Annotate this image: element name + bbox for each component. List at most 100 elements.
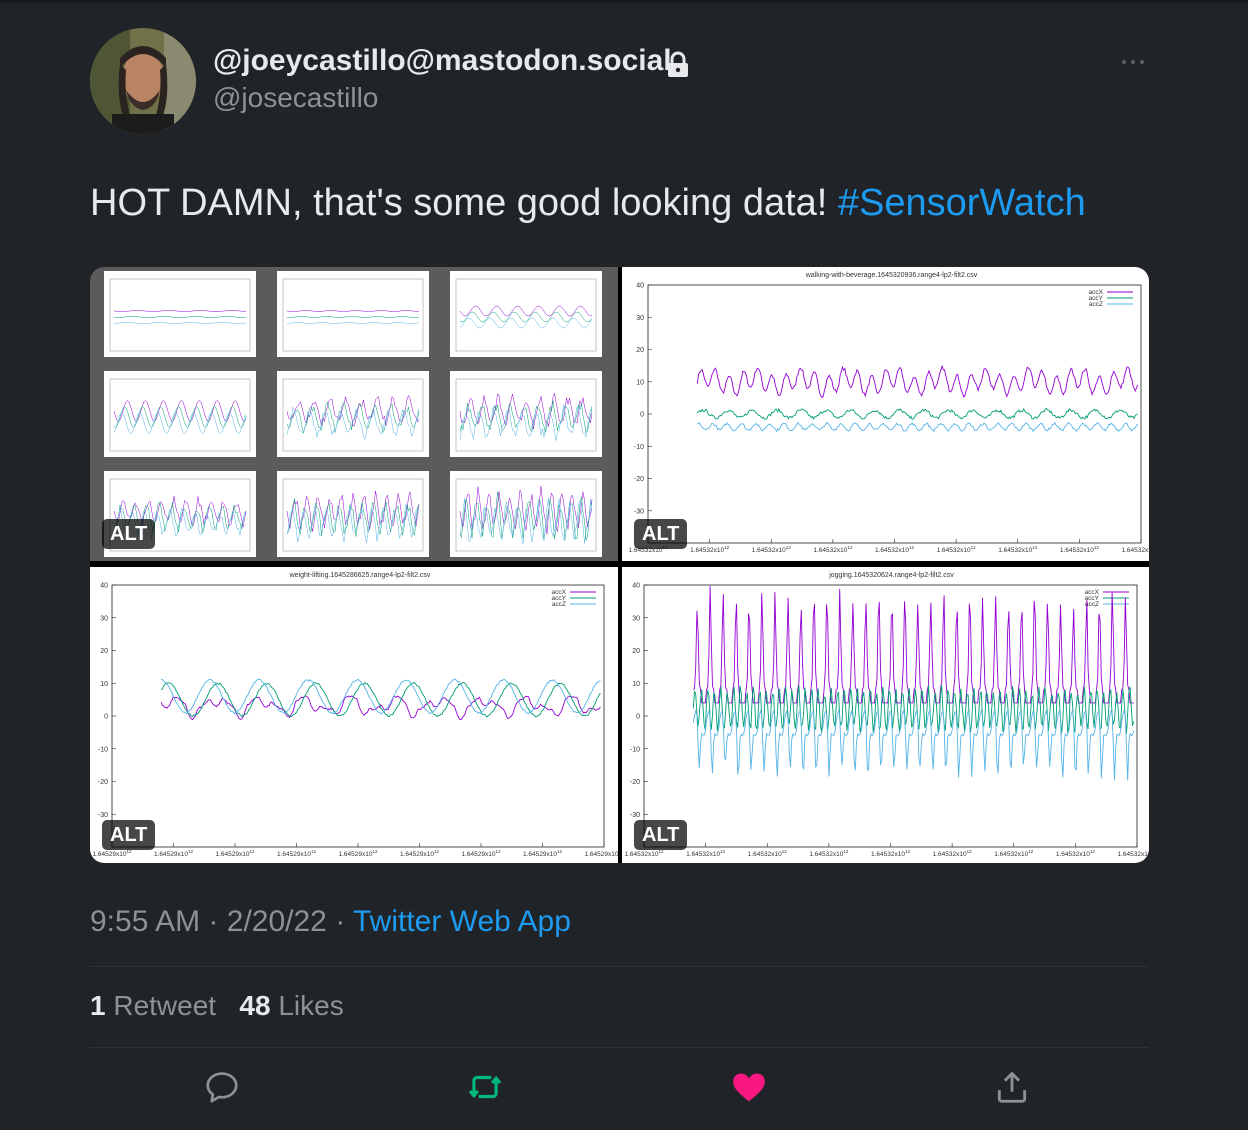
avatar[interactable] — [90, 28, 196, 134]
media-jogging-chart[interactable]: jogging.1645320624.range4-lp2-filt2.csv 4… — [622, 567, 1149, 863]
thumbnail-collage — [104, 271, 602, 557]
x-tick-label: 1.64529x1012 — [154, 849, 193, 858]
x-tick-exponent: 12 — [434, 849, 440, 854]
y-tick-label: 20 — [100, 648, 108, 655]
retweets-count: 1 — [90, 990, 106, 1021]
thumbnail-series — [113, 412, 247, 434]
thumbnail — [450, 471, 602, 557]
y-tick-label: -10 — [634, 444, 644, 451]
thumbnail-frame — [109, 278, 251, 352]
thumbnail-frame — [455, 278, 597, 352]
series-accX — [696, 364, 1139, 399]
legend-label: accX — [1085, 589, 1100, 596]
thumbnail — [277, 271, 429, 357]
alt-badge-4[interactable]: ALT — [634, 820, 688, 850]
x-tick-label: 1.64529x1012 — [216, 849, 255, 858]
alt-badge-1[interactable]: ALT — [102, 519, 156, 549]
user-handle[interactable]: @josecastillo — [213, 82, 379, 113]
x-tick-label: 1.64532x1012 — [752, 545, 791, 554]
thumbnail-frame — [455, 478, 597, 552]
meta-separator: · — [335, 905, 346, 938]
alt-badge-3[interactable]: ALT — [102, 820, 156, 850]
x-tick-label: 1.64532x1012 — [933, 849, 972, 858]
y-tick-label: 30 — [100, 615, 108, 622]
legend-label: accY — [1085, 595, 1100, 602]
thumbnail-series — [113, 501, 247, 533]
x-tick-label: 1.64529x1012 — [462, 849, 501, 858]
x-tick-label: 1.64529x1012 — [523, 849, 562, 858]
tweet-time[interactable]: 9:55 AM — [90, 905, 201, 938]
series-accY — [160, 681, 601, 718]
x-tick-label: 1.64532x1012 — [748, 849, 787, 858]
chart-title: weight-lifting.1645286625.range4-lp2-fil… — [289, 572, 431, 579]
weight-lifting-chart: weight-lifting.1645286625.range4-lp2-fil… — [93, 572, 619, 858]
x-tick-exponent: 12 — [249, 849, 255, 854]
x-tick-exponent: 12 — [971, 545, 977, 550]
series-accZ — [697, 421, 1139, 433]
legend-label: accZ — [1085, 601, 1099, 608]
media-thumbnail-grid[interactable]: ALT — [90, 267, 618, 561]
thumbnail — [277, 371, 429, 457]
x-tick-exponent: 12 — [1094, 545, 1100, 550]
source-app-link[interactable]: Twitter Web App — [353, 905, 571, 938]
x-tick-exponent: 12 — [372, 849, 378, 854]
thumbnail-series — [113, 316, 247, 318]
y-tick-label: -10 — [630, 746, 640, 753]
y-tick-label: 10 — [100, 681, 108, 688]
tweet-text-body: HOT DAMN, that's some good looking data! — [90, 182, 838, 224]
y-tick-label: 0 — [104, 714, 108, 721]
like-icon[interactable] — [730, 1068, 768, 1106]
tweet-meta: 9:55 AM · 2/20/22 · Twitter Web App — [90, 905, 571, 939]
thumbnail-series — [113, 310, 247, 312]
thumbnail-series — [286, 310, 419, 312]
likes-count: 48 — [239, 990, 271, 1021]
thumbnail-paper — [277, 271, 429, 357]
retweets-stat[interactable]: 1 Retweet — [90, 990, 216, 1021]
x-tick-label: 1.64529x1012 — [93, 849, 132, 858]
thumbnail-series — [459, 400, 593, 434]
thumbnail-series — [286, 394, 420, 427]
thumbnail — [277, 471, 429, 557]
media-weight-chart[interactable]: weight-lifting.1645286625.range4-lp2-fil… — [90, 567, 618, 863]
x-tick-exponent: 12 — [1032, 545, 1038, 550]
x-tick-label: 1.64532x1012 — [1118, 849, 1150, 858]
thumbnail-series — [286, 490, 420, 532]
x-tick-exponent: 12 — [905, 849, 911, 854]
media-walking-chart[interactable]: walking-with-beverage.1645320936.range4-… — [622, 267, 1149, 561]
thumbnail-series — [286, 504, 420, 543]
display-name[interactable]: @joeycastillo@mastodon.social — [213, 44, 672, 77]
x-tick-exponent: 12 — [495, 849, 501, 854]
thumbnail-series — [459, 305, 593, 317]
series-accZ — [692, 708, 1135, 781]
y-tick-label: -20 — [98, 779, 108, 786]
x-tick-exponent: 12 — [843, 849, 849, 854]
x-tick-label: 1.64529x1012 — [585, 849, 619, 858]
thumbnail-series — [286, 407, 420, 440]
reply-icon[interactable] — [203, 1068, 241, 1106]
alt-badge-2[interactable]: ALT — [634, 519, 688, 549]
thumbnail-paper — [277, 371, 429, 457]
tweet-date[interactable]: 2/20/22 — [226, 905, 327, 938]
retweet-icon[interactable] — [466, 1068, 504, 1106]
likes-stat[interactable]: 48 Likes — [239, 990, 343, 1021]
lock-icon — [668, 51, 688, 77]
thumbnail-series — [113, 322, 247, 324]
y-tick-label: -30 — [630, 812, 640, 819]
thumbnail-paper — [104, 371, 256, 457]
more-icon[interactable] — [1120, 52, 1146, 72]
share-icon[interactable] — [993, 1068, 1031, 1106]
y-tick-label: -10 — [98, 746, 108, 753]
top-border — [0, 0, 1248, 3]
hashtag-link[interactable]: #SensorWatch — [837, 182, 1086, 224]
divider — [90, 1047, 1149, 1048]
y-tick-label: -30 — [98, 812, 108, 819]
legend-label: accZ — [552, 601, 566, 608]
x-tick-exponent: 12 — [311, 849, 317, 854]
series-accX — [692, 585, 1134, 704]
y-tick-label: 30 — [636, 315, 644, 322]
x-tick-label: 1.64532x1012 — [809, 849, 848, 858]
y-tick-label: -20 — [634, 476, 644, 483]
thumbnail-frame — [282, 378, 424, 452]
x-tick-label: 1.64529x1012 — [400, 849, 439, 858]
legend-label: accY — [552, 595, 567, 602]
